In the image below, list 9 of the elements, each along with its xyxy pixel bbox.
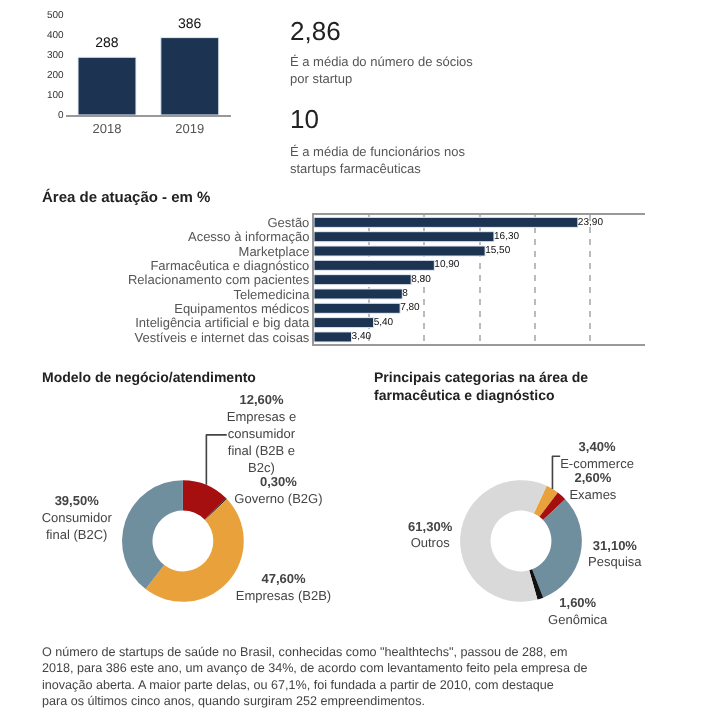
donut-slice (182, 480, 227, 520)
text: 2,86 (290, 16, 341, 46)
donut-slice (460, 480, 547, 602)
donut-slice (529, 569, 544, 600)
donut-slice (533, 485, 558, 517)
donut-slice (539, 492, 566, 521)
donut-slice (122, 480, 183, 590)
text: 10 (290, 104, 319, 134)
donut-slice (532, 499, 582, 598)
